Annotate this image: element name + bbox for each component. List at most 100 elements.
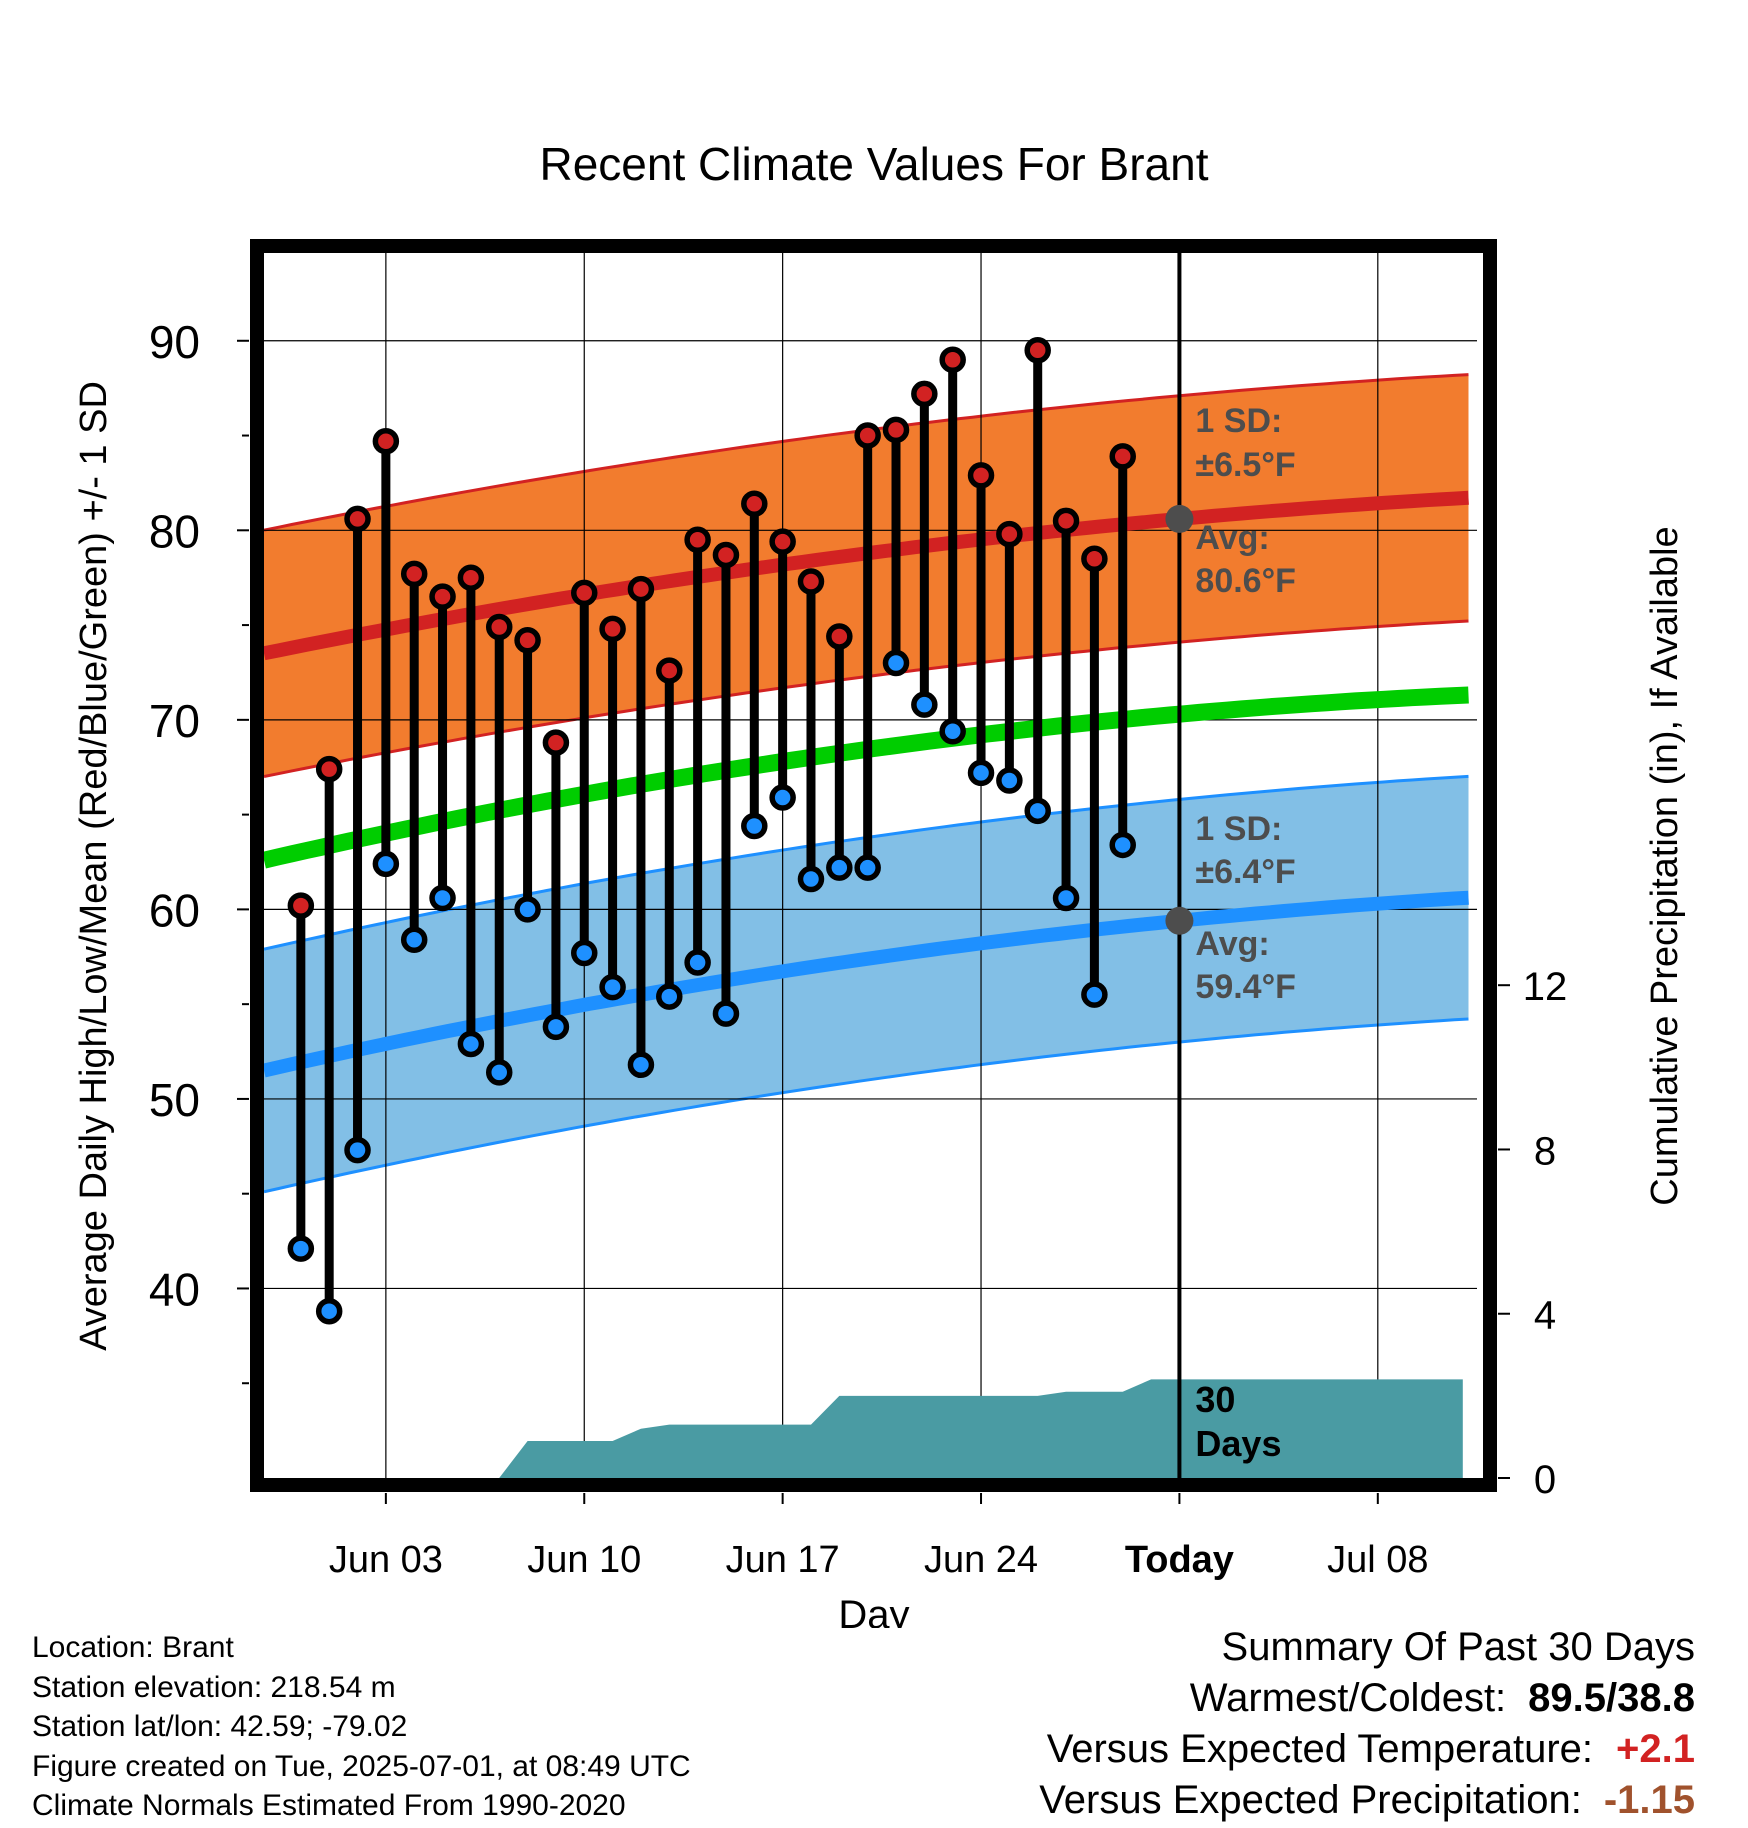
y-axis-label: Average Daily High/Low/Mean (Red/Blue/Gr… <box>73 381 115 1351</box>
daily-low-point <box>400 926 428 953</box>
daily-high-point <box>344 505 371 533</box>
y2-tick-label: 4 <box>1534 1294 1556 1338</box>
station-info: Location: Brant Station elevation: 218.5… <box>32 1628 691 1826</box>
warmest-coldest-value: 89.5/38.8 <box>1528 1676 1695 1720</box>
x-tick-label: Jun 17 <box>726 1539 840 1581</box>
summary-warmest-row: Warmest/Coldest: 89.5/38.8 <box>1039 1673 1695 1724</box>
daily-high-point <box>485 613 513 641</box>
low-sd-band <box>264 776 1469 1192</box>
daily-low-point <box>939 717 966 745</box>
high-avg-label: Avg: <box>1195 519 1269 557</box>
daily-low-point <box>1081 981 1108 1008</box>
summary-title: Summary Of Past 30 Days <box>1221 1625 1695 1669</box>
daily-high-point <box>882 416 910 444</box>
climate-chart: Recent Climate Values For Brant 1 SD: ±6.… <box>73 138 1686 1628</box>
daily-low-point <box>627 1051 655 1079</box>
created-text: Figure created on Tue, 2025-07-01, at 08… <box>32 1749 691 1783</box>
daily-high-point <box>315 755 343 783</box>
daily-low-point <box>514 896 541 923</box>
daily-high-point <box>457 564 485 591</box>
daily-low-point <box>287 1235 315 1262</box>
daily-low-point <box>315 1297 343 1325</box>
daily-high-point <box>769 528 796 555</box>
daily-low-point <box>429 884 456 912</box>
daily-high-point <box>854 422 881 449</box>
daily-low-point <box>1024 797 1051 825</box>
y-tick-label: 40 <box>149 1263 200 1315</box>
low-sd-value: ±6.4°F <box>1195 853 1295 891</box>
location-text: Location: Brant <box>32 1631 234 1664</box>
daily-low-point <box>344 1136 371 1164</box>
daily-high-point <box>1024 336 1051 364</box>
daily-high-point <box>287 892 315 919</box>
daily-low-point <box>542 1013 570 1041</box>
daily-high-point <box>996 520 1023 548</box>
x-tick-label: Jul 08 <box>1327 1539 1428 1581</box>
daily-high-point <box>911 380 938 408</box>
daily-high-point <box>571 579 598 607</box>
daily-high-point <box>542 729 570 756</box>
daily-low-point <box>741 812 768 840</box>
daily-low-point <box>656 983 683 1010</box>
daily-high-point <box>599 615 626 643</box>
daily-high-point <box>514 626 541 654</box>
warmest-coldest-label: Warmest/Coldest: <box>1189 1676 1507 1720</box>
daily-high-point <box>372 427 400 455</box>
daily-high-point <box>1052 507 1080 535</box>
daily-low-point <box>882 649 910 677</box>
y-tick-label: 70 <box>149 695 200 747</box>
x-tick-label: Jun 03 <box>329 1539 443 1581</box>
precip-area <box>499 1379 1463 1478</box>
summary-temp-row: Versus Expected Temperature: +2.1 <box>1039 1724 1695 1775</box>
daily-high-point <box>400 560 428 588</box>
high-avg-value: 80.6°F <box>1195 562 1296 600</box>
daily-high-point <box>712 541 740 569</box>
temp-deviation-label: Versus Expected Temperature: <box>1046 1727 1593 1771</box>
today-avg-low-marker <box>1165 906 1194 935</box>
daily-low-point <box>457 1030 485 1058</box>
y2-tick-label: 12 <box>1523 965 1568 1009</box>
daily-low-point <box>826 854 853 881</box>
daily-low-point <box>712 1000 740 1027</box>
elevation-text: Station elevation: 218.54 m <box>32 1670 396 1704</box>
temp-deviation-value: +2.1 <box>1616 1727 1695 1771</box>
low-sd-label: 1 SD: <box>1195 810 1282 848</box>
daily-low-point <box>684 949 711 976</box>
daily-low-point <box>797 865 825 893</box>
today-avg-high-marker <box>1165 504 1194 533</box>
summary-precip-row: Versus Expected Precipitation: -1.15 <box>1039 1775 1695 1826</box>
low-avg-value: 59.4°F <box>1195 968 1296 1006</box>
y2-tick-label: 8 <box>1534 1129 1556 1173</box>
x-tick-label: Jun 24 <box>924 1539 1038 1581</box>
daily-low-point <box>911 691 938 718</box>
daily-low-point <box>1109 831 1136 859</box>
days-label-number: 30 <box>1195 1379 1235 1420</box>
x-tick-label: Jun 10 <box>527 1539 641 1581</box>
y2-axis-label: Cumulative Precipitation (in), If Availa… <box>1644 526 1686 1205</box>
daily-high-point <box>429 583 456 610</box>
chart-title: Recent Climate Values For Brant <box>540 138 1209 190</box>
low-band-lower-edge <box>264 1017 1469 1194</box>
daily-low-point <box>967 759 995 787</box>
daily-high-point <box>826 623 853 650</box>
daily-high-point <box>684 526 711 554</box>
normals-text: Climate Normals Estimated From 1990-2020 <box>32 1789 626 1822</box>
daily-high-point <box>741 490 768 518</box>
low-avg-label: Avg: <box>1195 925 1269 963</box>
daily-high-point <box>967 462 995 489</box>
summary-panel: Summary Of Past 30 Days Warmest/Coldest:… <box>1039 1622 1695 1826</box>
daily-low-point <box>769 784 796 811</box>
daily-low-point <box>1052 884 1080 912</box>
plot-frame <box>250 239 1497 1492</box>
x-axis-label: Day <box>838 1593 909 1628</box>
precip-deviation-label: Versus Expected Precipitation: <box>1039 1778 1582 1822</box>
high-sd-value: ±6.5°F <box>1195 446 1295 484</box>
daily-high-point <box>627 575 655 603</box>
daily-high-point <box>939 346 966 373</box>
precip-deviation-value: -1.15 <box>1603 1778 1695 1822</box>
high-sd-label: 1 SD: <box>1195 402 1282 440</box>
daily-high-point <box>1109 443 1136 470</box>
avg-low-line <box>264 890 1469 1078</box>
daily-low-point <box>571 939 598 967</box>
y-tick-label: 50 <box>149 1074 200 1126</box>
